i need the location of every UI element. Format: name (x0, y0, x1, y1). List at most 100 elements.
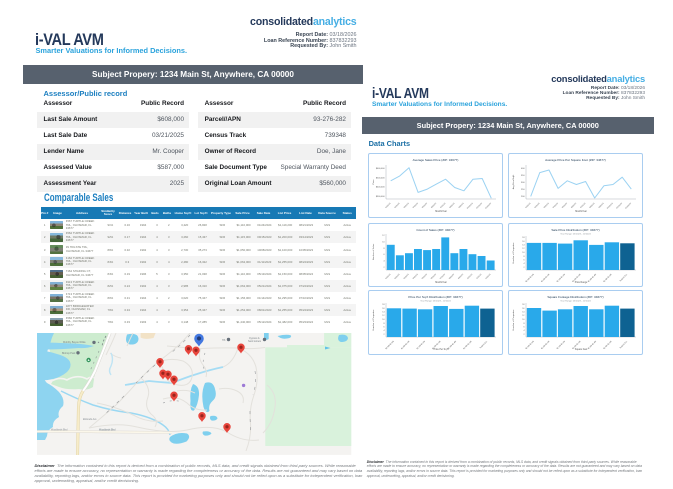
svg-text:$1.3M-$1.4M: $1.3M-$1.4M (447, 341, 457, 351)
svg-text:2: 2 (524, 334, 525, 336)
svg-text:03/2023: 03/2023 (403, 203, 409, 209)
svg-text:Cypress &: Cypress & (249, 337, 260, 340)
svg-text:4: 4 (524, 263, 525, 265)
svg-text:$500,000: $500,000 (375, 178, 385, 180)
svg-text:10: 10 (523, 252, 525, 254)
svg-text:03/2023: 03/2023 (403, 273, 409, 279)
svg-text:$400,000: $400,000 (375, 187, 385, 189)
svg-text:$1.4M-$1.5M: $1.4M-$1.5M (603, 273, 613, 283)
svg-text:012/2023: 012/2023 (625, 203, 632, 210)
svg-text:09/2023: 09/2023 (457, 273, 463, 279)
svg-text:12: 12 (522, 315, 524, 317)
svg-text:10: 10 (382, 319, 384, 321)
svg-text:HS: HS (222, 339, 226, 342)
svg-text:4: 4 (524, 330, 525, 332)
svg-text:Month/Year: Month/Year (435, 210, 447, 213)
svg-text:01/2023: 01/2023 (525, 203, 531, 209)
svg-text:01/2023: 01/2023 (385, 203, 391, 209)
svg-text:12/2023: 12/2023 (485, 273, 491, 279)
svg-text:$0.9M-$1.0M: $0.9M-$1.0M (526, 273, 536, 283)
svg-text:18: 18 (522, 304, 524, 306)
svg-text:09/2023: 09/2023 (598, 203, 604, 209)
svg-text:11/2023: 11/2023 (476, 273, 482, 279)
svg-text:2: 2 (524, 267, 525, 269)
svg-text:Number of Properties: Number of Properties (512, 241, 515, 263)
svg-text:02/2023: 02/2023 (534, 203, 540, 209)
svg-text:Mobbly Bayou Wilde: Mobbly Bayou Wilde (63, 341, 86, 344)
svg-text:012/2023: 012/2023 (485, 203, 492, 210)
svg-text:Square Footage Distribution (Z: Square Footage Distribution (ZIP: 34677) (547, 295, 603, 299)
svg-text:Price Per Sq ft Distribution (: Price Per Sq ft Distribution (ZIP: 34677… (408, 295, 462, 299)
svg-text:10: 10 (522, 319, 524, 321)
svg-text:Sale Price Distribution (ZIP:: Sale Price Distribution (ZIP: 34677) (551, 228, 599, 232)
svg-text:$1.1M-$1.2M: $1.1M-$1.2M (557, 273, 567, 283)
svg-text:Sand terrace: Sand terrace (248, 340, 262, 343)
svg-text:16: 16 (522, 308, 524, 310)
svg-text:$1.3M-$1.4M: $1.3M-$1.4M (588, 273, 598, 283)
svg-text:300: 300 (521, 182, 525, 184)
svg-text:010/2023: 010/2023 (607, 203, 614, 210)
svg-text:06/2023: 06/2023 (571, 203, 577, 209)
svg-text:Eldorado Ave: Eldorado Ave (83, 418, 97, 421)
svg-text:16: 16 (523, 240, 525, 242)
svg-text:Subject Est.: Subject Est. (478, 340, 488, 350)
svg-text:04/2023: 04/2023 (412, 203, 418, 209)
svg-text:05/2023: 05/2023 (562, 203, 568, 209)
svg-text:Month/Year: Month/Year (435, 281, 447, 284)
svg-text:$300,000: $300,000 (375, 196, 385, 198)
svg-text:8: 8 (383, 323, 384, 325)
svg-text:350: 350 (521, 175, 525, 177)
svg-text:6: 6 (383, 254, 384, 256)
svg-text:08/2023: 08/2023 (448, 273, 454, 279)
svg-text:8: 8 (383, 247, 384, 249)
svg-text:8: 8 (524, 255, 525, 257)
svg-text:Price: Price (372, 179, 375, 185)
svg-text:Average Sales Price (ZIP: 3467: Average Sales Price (ZIP: 34677) (412, 158, 458, 162)
svg-text:Month/Year: Month/Year (575, 210, 587, 213)
svg-text:Woodlands Blvd: Woodlands Blvd (51, 429, 68, 431)
svg-text:02/2023: 02/2023 (394, 273, 400, 279)
svg-text:12: 12 (382, 315, 384, 317)
svg-text:18: 18 (382, 304, 384, 306)
svg-text:03/2023: 03/2023 (544, 203, 550, 209)
svg-text:12: 12 (523, 248, 525, 250)
svg-text:$1.2M-$1.3M: $1.2M-$1.3M (572, 273, 582, 283)
svg-text:$1.3M-$1.4M: $1.3M-$1.4M (588, 341, 598, 351)
svg-text:04/2023: 04/2023 (412, 273, 418, 279)
svg-text:$600,000: $600,000 (375, 168, 385, 170)
svg-text:14: 14 (382, 312, 384, 314)
svg-text:Bishop Park: Bishop Park (62, 352, 76, 355)
svg-text:07/2023: 07/2023 (439, 273, 445, 279)
svg-text:$1.4M-$1.5M: $1.4M-$1.5M (603, 341, 613, 351)
svg-text:Count of Sales (ZIP: 34677): Count of Sales (ZIP: 34677) (416, 228, 454, 232)
svg-text:10: 10 (382, 241, 384, 243)
svg-text:8: 8 (524, 323, 525, 325)
svg-text:010/2023: 010/2023 (466, 203, 473, 210)
svg-text:$1.2M-$1.3M: $1.2M-$1.3M (432, 341, 442, 351)
svg-text:$0.9M-$1.0M: $0.9M-$1.0M (526, 341, 536, 351)
svg-text:2: 2 (383, 267, 384, 269)
svg-text:200: 200 (521, 196, 525, 198)
svg-text:Number of Properties: Number of Properties (372, 309, 375, 331)
svg-text:250: 250 (521, 189, 525, 191)
svg-text:07/2023: 07/2023 (440, 203, 446, 209)
svg-text:08/2023: 08/2023 (589, 203, 595, 209)
svg-text:Subject Est.: Subject Est. (619, 340, 629, 350)
svg-text:10/2023: 10/2023 (467, 273, 473, 279)
svg-text:05/2023: 05/2023 (421, 203, 427, 209)
svg-text:14: 14 (522, 312, 524, 314)
svg-text:09/2023: 09/2023 (458, 203, 464, 209)
svg-text:Number of Properties: Number of Properties (512, 309, 515, 331)
svg-text:07/2023: 07/2023 (580, 203, 586, 209)
svg-text:Square Feet: Square Feet (575, 348, 588, 351)
svg-text:011/2023: 011/2023 (616, 203, 623, 210)
svg-text:02/2023: 02/2023 (394, 203, 400, 209)
svg-text:Avg Price/SqFt: Avg Price/SqFt (512, 175, 515, 190)
svg-text:4: 4 (383, 330, 384, 332)
svg-text:400: 400 (521, 168, 525, 170)
svg-text:18: 18 (523, 237, 525, 239)
svg-text:08/2023: 08/2023 (449, 203, 455, 209)
svg-text:05/2023: 05/2023 (421, 273, 427, 279)
svg-text:Number of Sales: Number of Sales (372, 243, 375, 260)
svg-text:01/2023: 01/2023 (385, 273, 391, 279)
